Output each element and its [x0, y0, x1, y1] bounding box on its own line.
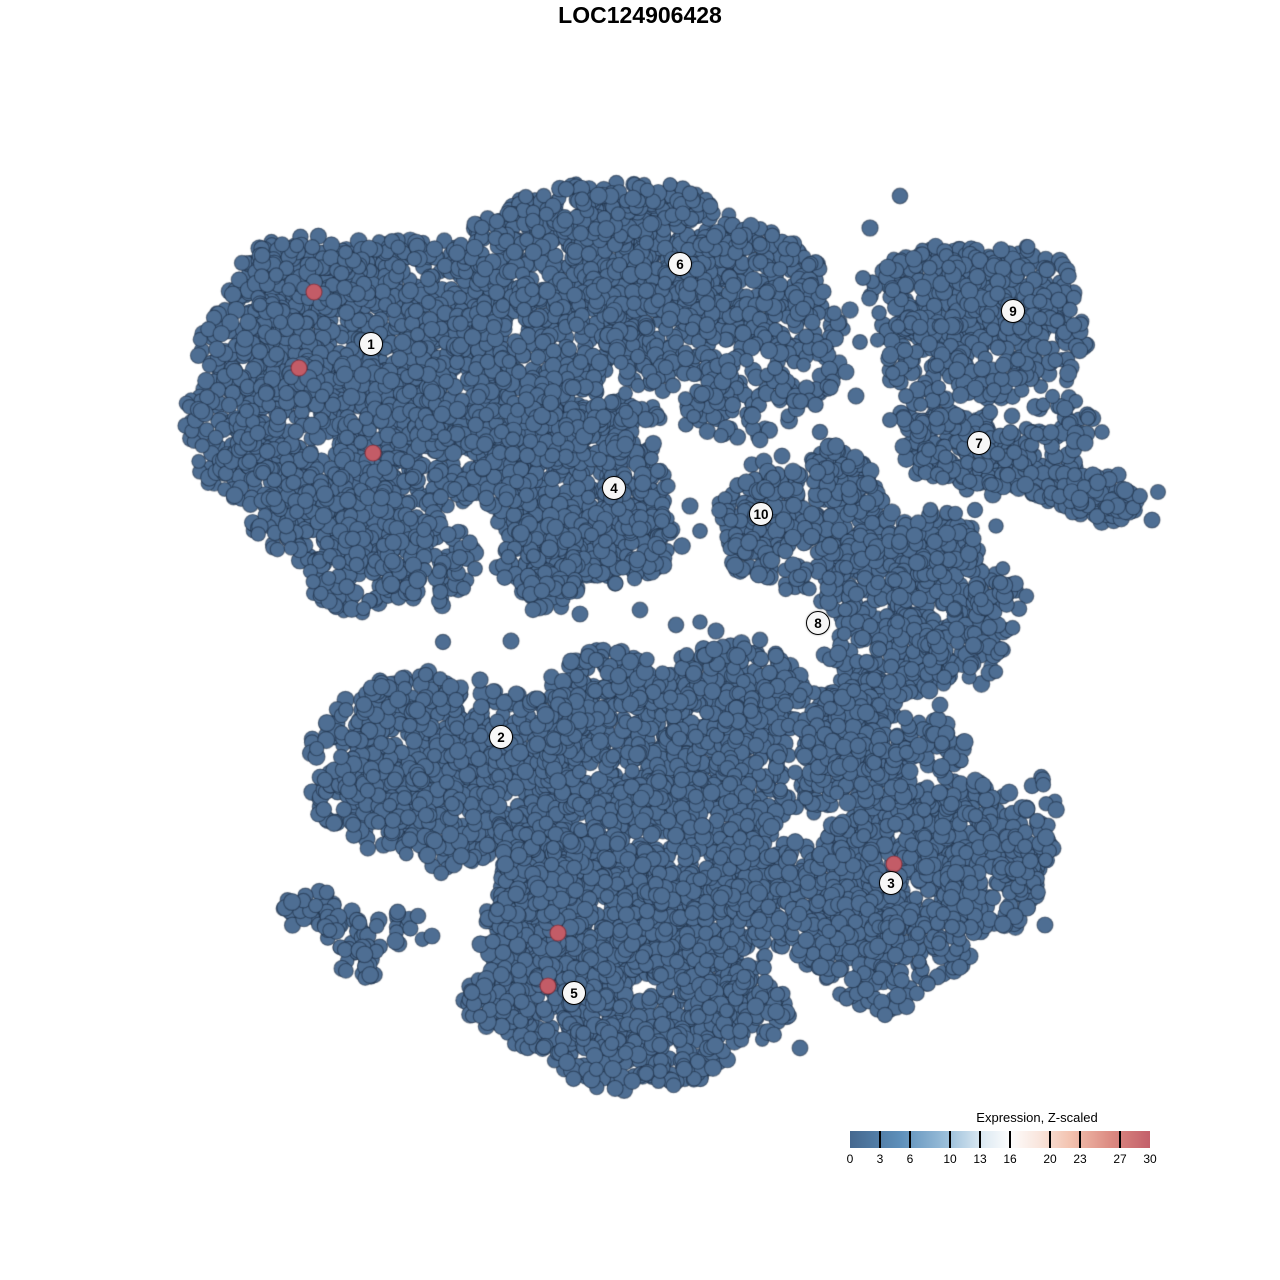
cluster-label-1: 1: [359, 332, 383, 356]
legend-tick-line: [909, 1131, 911, 1148]
expression-legend: Expression, Z-scaled 0 3 6 10 13 16 20 23 27 30: [840, 1110, 1170, 1180]
cluster-label-2: 2: [489, 725, 513, 749]
legend-tick-label: 27: [1113, 1152, 1127, 1166]
legend-title: Expression, Z-scaled: [976, 1110, 1098, 1125]
legend-tick-line: [879, 1131, 881, 1148]
legend-tick-line: [1119, 1131, 1121, 1148]
cluster-label-6: 6: [668, 252, 692, 276]
legend-tick-label: 30: [1143, 1152, 1157, 1166]
legend-tick-label: 23: [1073, 1152, 1087, 1166]
cluster-label-5: 5: [562, 981, 586, 1005]
legend-tick-label: 20: [1043, 1152, 1057, 1166]
legend-tick-line: [1009, 1131, 1011, 1148]
legend-tick-line: [979, 1131, 981, 1148]
legend-tick-line: [949, 1131, 951, 1148]
legend-tick-line: [1049, 1131, 1051, 1148]
cluster-label-3: 3: [879, 871, 903, 895]
legend-tick-label: 16: [1003, 1152, 1017, 1166]
cluster-label-4: 4: [602, 476, 626, 500]
legend-tick-label: 6: [906, 1152, 914, 1166]
legend-tick-label: 13: [973, 1152, 987, 1166]
legend-tick-label: 10: [943, 1152, 957, 1166]
legend-tick-line: [1079, 1131, 1081, 1148]
cluster-label-9: 9: [1001, 299, 1025, 323]
legend-tick-label: 3: [876, 1152, 884, 1166]
legend-tick-label: 0: [846, 1152, 854, 1166]
legend-colorbar: [850, 1131, 1150, 1148]
cluster-label-7: 7: [967, 431, 991, 455]
cluster-label-8: 8: [806, 611, 830, 635]
cluster-label-10: 10: [749, 502, 773, 526]
